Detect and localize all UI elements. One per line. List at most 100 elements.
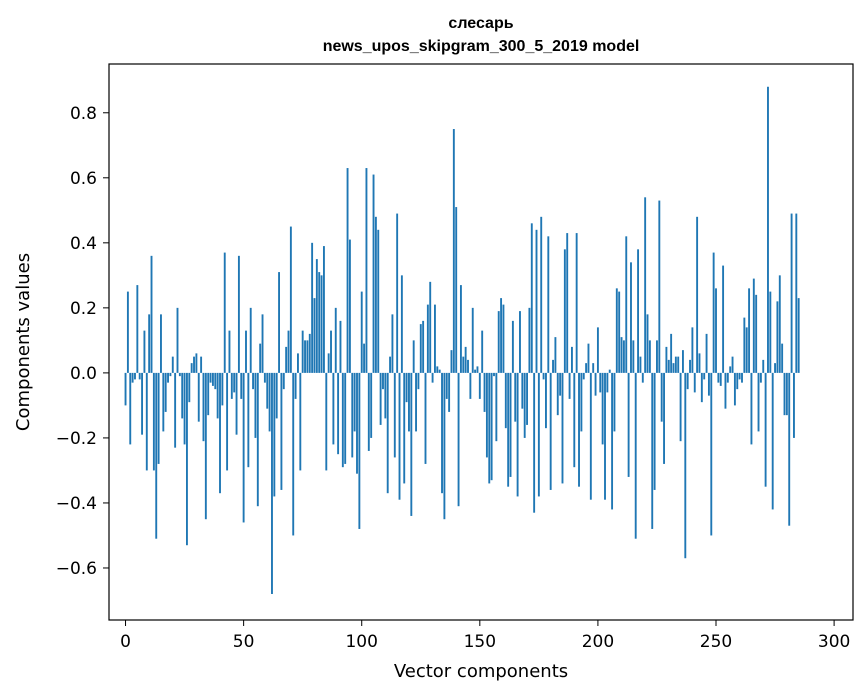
bar: [585, 363, 588, 373]
bar: [337, 372, 340, 455]
bar: [639, 356, 642, 373]
bar: [703, 372, 706, 380]
bar: [741, 372, 743, 383]
bar: [582, 372, 585, 380]
bar: [294, 372, 297, 399]
bar: [526, 372, 528, 425]
bar: [752, 278, 755, 373]
bar: [426, 304, 429, 373]
bar: [793, 372, 795, 438]
bar: [202, 372, 205, 442]
bar: [190, 363, 193, 373]
bar: [670, 333, 673, 373]
x-tick-label: 100: [345, 632, 377, 652]
bar: [719, 372, 722, 386]
y-tick-label: 0.4: [70, 234, 97, 254]
y-tick-label: 0.8: [70, 104, 97, 124]
bar: [327, 353, 330, 373]
bar: [500, 298, 503, 373]
bar: [523, 372, 526, 438]
bar: [646, 314, 649, 373]
bar: [443, 372, 446, 520]
bar: [226, 372, 229, 471]
bar: [712, 252, 715, 373]
bar: [575, 233, 578, 373]
bar: [514, 372, 517, 422]
bar: [592, 363, 595, 373]
bar: [764, 372, 767, 487]
bar: [256, 372, 259, 507]
y-tick-label: 0.2: [70, 299, 97, 319]
bar: [344, 372, 347, 464]
bar: [398, 372, 401, 500]
bar: [424, 372, 427, 464]
bar: [757, 372, 760, 432]
bar: [141, 372, 144, 435]
bar: [497, 311, 500, 373]
bar: [136, 285, 139, 373]
bar: [790, 213, 793, 373]
bar: [622, 340, 625, 373]
bar: [209, 372, 212, 383]
bar: [573, 372, 576, 468]
bar: [148, 314, 151, 373]
bar: [509, 372, 512, 477]
bar: [167, 372, 169, 383]
bar: [641, 372, 644, 383]
bar: [715, 288, 717, 373]
bar: [278, 272, 280, 373]
bar: [566, 233, 569, 373]
bar: [587, 343, 590, 373]
bar: [346, 168, 349, 373]
bar: [254, 372, 257, 438]
bar: [448, 372, 451, 412]
bar: [620, 337, 623, 373]
bar: [495, 372, 498, 442]
bar: [216, 372, 219, 419]
bar: [315, 259, 318, 373]
bar: [507, 372, 510, 487]
bar: [559, 372, 562, 396]
bar: [471, 307, 474, 373]
bar: [162, 372, 165, 432]
bar: [561, 372, 564, 484]
bar: [249, 307, 252, 373]
chart-subtitle: news_upos_skipgram_300_5_2019 model: [323, 38, 640, 55]
bar: [608, 369, 611, 373]
bar: [478, 372, 481, 399]
bar: [280, 372, 283, 490]
bar: [710, 372, 713, 536]
bar: [738, 372, 741, 380]
bar: [230, 372, 233, 399]
bar: [325, 372, 328, 471]
bar: [549, 372, 552, 490]
x-axis-label: Vector components: [394, 661, 568, 682]
bar: [197, 372, 200, 422]
bar: [304, 340, 306, 373]
bar: [157, 372, 160, 464]
axes-frame: [108, 63, 854, 621]
bar: [613, 372, 616, 432]
bar: [396, 213, 399, 373]
bar: [235, 372, 238, 435]
bar: [474, 369, 477, 373]
bar: [200, 356, 203, 373]
bar: [788, 372, 791, 526]
bar: [589, 372, 592, 500]
y-tick-label: 0.0: [70, 364, 97, 384]
x-tick-label: 200: [582, 632, 614, 652]
bar: [648, 340, 651, 373]
bar: [570, 346, 573, 373]
bar: [434, 304, 436, 373]
bar: [308, 333, 311, 373]
bar: [318, 272, 321, 373]
bar: [429, 281, 432, 373]
bar: [155, 372, 158, 539]
bar: [384, 372, 387, 419]
bar: [665, 346, 668, 373]
bar: [481, 330, 484, 373]
bar: [408, 372, 410, 432]
bar: [410, 372, 413, 516]
bar: [393, 372, 396, 458]
